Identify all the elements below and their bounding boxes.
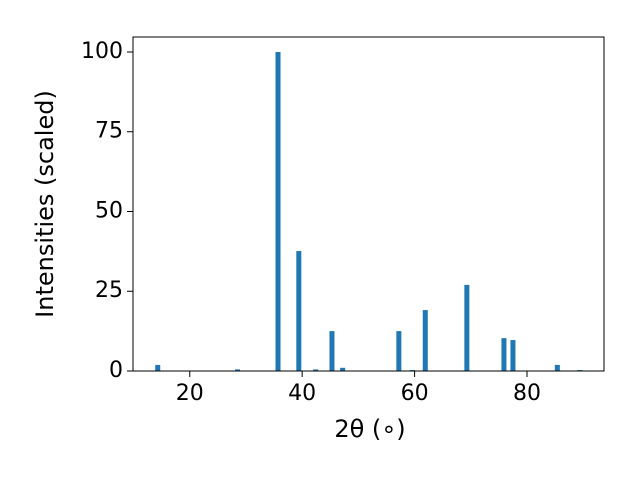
x-tick-label: 80 <box>513 381 541 406</box>
bar <box>340 367 346 371</box>
bar <box>235 369 241 371</box>
x-tick-label: 20 <box>176 381 204 406</box>
bar <box>396 331 402 371</box>
bar <box>464 284 470 371</box>
bar <box>275 51 281 371</box>
x-tick-label: 40 <box>288 381 316 406</box>
y-tick-label: 100 <box>81 39 123 64</box>
y-axis-label: Intensities (scaled) <box>31 90 59 318</box>
bar <box>554 364 560 371</box>
x-axis-label: 2θ (∘) <box>334 415 405 443</box>
plot-frame <box>132 36 605 372</box>
bar <box>155 364 161 371</box>
y-tick-label: 75 <box>95 119 123 144</box>
bar <box>296 251 302 371</box>
bar <box>422 310 428 371</box>
x-tick-label: 60 <box>401 381 429 406</box>
bar <box>329 331 335 371</box>
y-tick-label: 0 <box>109 358 123 383</box>
bar <box>501 338 507 371</box>
bar <box>510 340 516 371</box>
y-tick-label: 25 <box>95 278 123 303</box>
bar <box>313 369 319 371</box>
y-tick-label: 50 <box>95 198 123 223</box>
